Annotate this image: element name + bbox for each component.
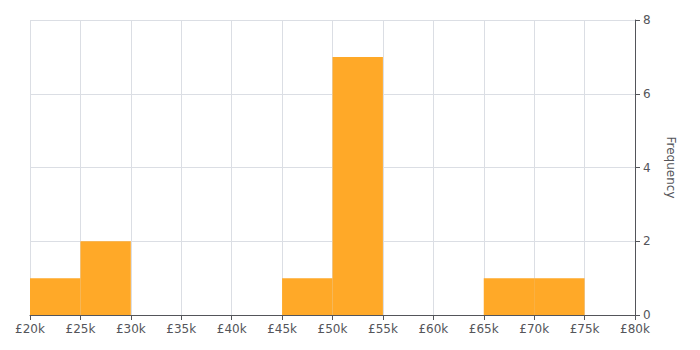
svg-text:£50k: £50k xyxy=(318,322,348,336)
svg-text:4: 4 xyxy=(643,161,651,175)
svg-text:£35k: £35k xyxy=(166,322,196,336)
svg-text:2: 2 xyxy=(643,234,651,248)
svg-text:8: 8 xyxy=(643,13,651,27)
svg-text:£55k: £55k xyxy=(368,322,398,336)
svg-text:Frequency: Frequency xyxy=(664,137,678,199)
svg-text:£40k: £40k xyxy=(217,322,247,336)
svg-text:£60k: £60k xyxy=(418,322,448,336)
svg-text:£80k: £80k xyxy=(620,322,650,336)
svg-text:6: 6 xyxy=(643,87,651,101)
svg-text:£45k: £45k xyxy=(267,322,297,336)
svg-text:£30k: £30k xyxy=(116,322,146,336)
svg-text:£25k: £25k xyxy=(65,322,95,336)
svg-text:£65k: £65k xyxy=(469,322,499,336)
svg-text:£20k: £20k xyxy=(15,322,45,336)
svg-text:£70k: £70k xyxy=(519,322,549,336)
svg-text:0: 0 xyxy=(643,308,651,322)
svg-text:£75k: £75k xyxy=(570,322,600,336)
